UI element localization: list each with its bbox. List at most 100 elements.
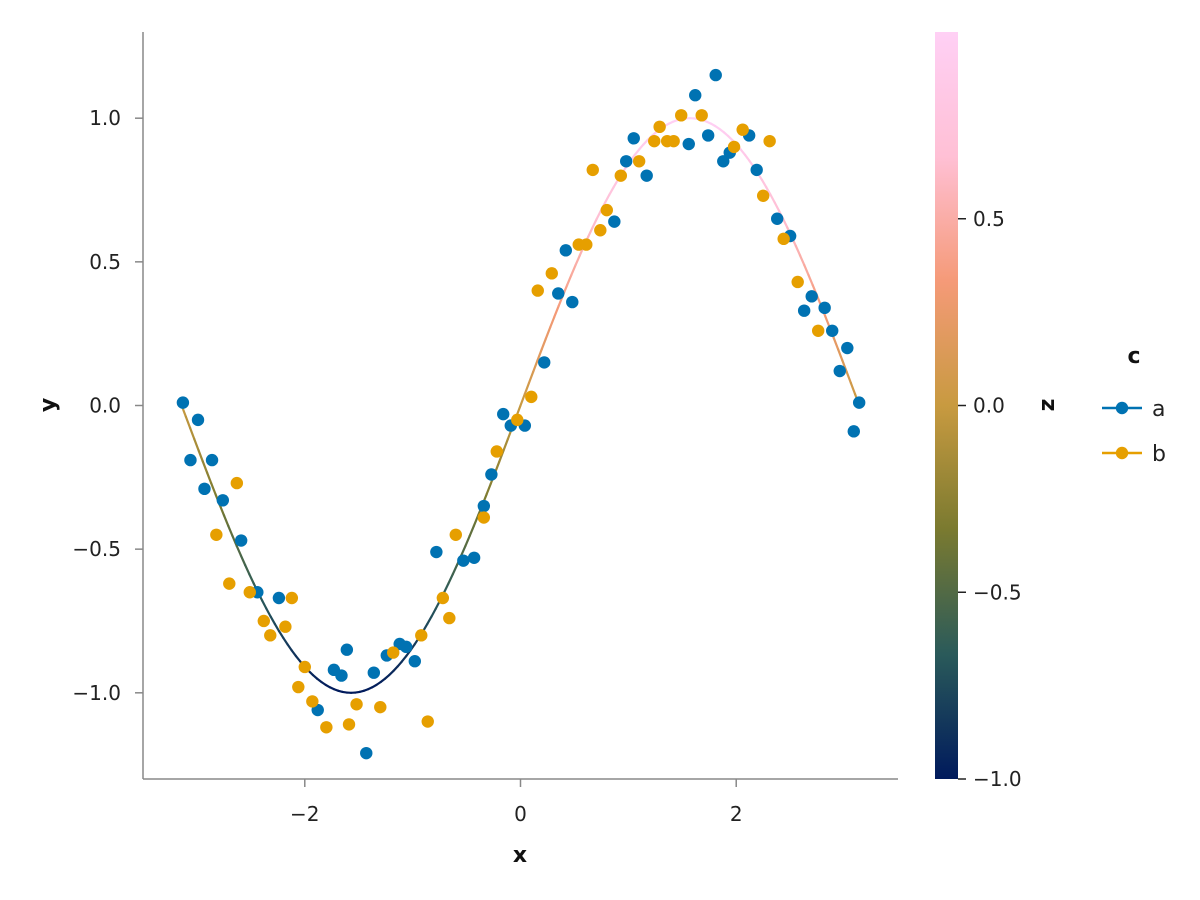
curve-segment [472, 514, 480, 527]
series-a-point [805, 290, 818, 303]
curve-segment [184, 415, 192, 430]
series-b-point [675, 109, 688, 122]
series-b-point [292, 680, 305, 694]
series-b-point [421, 715, 434, 728]
curve-segment [807, 273, 814, 287]
curve-segment [197, 449, 204, 463]
curve-segment [549, 315, 556, 329]
series-b-point [230, 476, 244, 490]
curve-segment [553, 304, 560, 318]
series-b-point [285, 591, 299, 605]
y-tick-label: −1.0 [72, 681, 121, 705]
curve-segment [765, 185, 772, 196]
series-b-point [736, 123, 749, 136]
series-b-point [490, 445, 503, 458]
curve-segment [739, 148, 747, 156]
colorbar-tick-label: 0.0 [973, 394, 1005, 418]
curve-segment [430, 607, 437, 618]
series-a-point [559, 244, 572, 257]
curve-segment [523, 381, 531, 396]
curve-segment [570, 264, 577, 277]
curve-segment [502, 438, 509, 452]
series-a-point [701, 129, 715, 142]
legend-label: a [1152, 397, 1165, 422]
series-b-point [580, 238, 593, 251]
curve-segment [773, 201, 780, 212]
series-a-point [852, 396, 866, 409]
curve-segment [265, 607, 272, 618]
series-b-point [763, 134, 776, 148]
series-b-point [342, 718, 356, 731]
series-b-point [545, 267, 558, 280]
series-a-point [198, 482, 211, 496]
series-b-point [791, 275, 804, 289]
series-b-point [695, 109, 708, 122]
series-a-point [485, 468, 498, 481]
curve-segment [189, 426, 196, 441]
series-a-point [467, 551, 481, 564]
curve-segment [794, 244, 802, 257]
colorbar-tick-label: −0.5 [973, 580, 1022, 604]
series-a-point [477, 499, 491, 513]
legend-title: c [1127, 344, 1140, 369]
colorbar-title: z [1035, 399, 1060, 412]
series-b-point [320, 721, 333, 734]
series-b-point [648, 134, 661, 148]
series-a-point [538, 356, 551, 369]
curve-segment [604, 193, 611, 204]
curve-segment [519, 393, 526, 407]
series-a-point [771, 212, 784, 225]
series-b-point [531, 284, 544, 297]
curve-segment [269, 615, 276, 626]
series-a-point [399, 640, 413, 654]
series-b-point [653, 120, 666, 134]
series-a-point [367, 666, 381, 679]
curve-segment [743, 153, 751, 162]
series-a-point [689, 89, 702, 102]
series-a-point [457, 554, 470, 567]
series-b-point [600, 203, 613, 217]
curve-segment [205, 471, 213, 485]
series-a-point [191, 413, 205, 427]
curve-segment [282, 636, 289, 646]
series-a-point [682, 137, 695, 151]
series-b-point [667, 134, 680, 148]
series-b-point [223, 577, 236, 590]
series-a-point [826, 324, 839, 337]
legend-label: b [1152, 442, 1166, 467]
series-a-point [430, 545, 443, 559]
curve-segment [239, 554, 247, 567]
curve-segment [451, 564, 459, 576]
series-b-point [449, 528, 462, 541]
series-b-point [511, 413, 524, 427]
curve-segment [248, 573, 255, 585]
sine-curve [180, 117, 861, 694]
x-tick-label: 2 [730, 802, 743, 826]
x-axis-title: x [513, 843, 527, 868]
series-b-point [374, 700, 387, 714]
series-b-point [298, 660, 311, 674]
curve-segment [608, 185, 615, 196]
curve-segment [426, 615, 433, 626]
y-tick-label: 1.0 [89, 106, 121, 130]
series-b-point [210, 528, 223, 541]
curve-segment [286, 643, 293, 652]
series-b-point [257, 614, 270, 628]
curve-segment [841, 359, 848, 373]
curve-segment [760, 178, 768, 189]
curve-segment [591, 217, 598, 229]
curve-segment [193, 438, 200, 452]
series-b-point [594, 224, 607, 237]
curve-segment [544, 326, 552, 340]
curve-segment [227, 524, 234, 538]
series-b-point [632, 155, 646, 168]
series-a-point [408, 655, 421, 668]
series-b-point [350, 698, 363, 711]
colorbar-ticks: −1.0 −0.5 0.0 0.5 [958, 207, 1022, 791]
curve-segment [798, 254, 806, 267]
curve-segment [485, 482, 492, 496]
curve-segment [536, 348, 543, 362]
curve-segment [832, 337, 840, 351]
curve-segment [447, 573, 454, 585]
